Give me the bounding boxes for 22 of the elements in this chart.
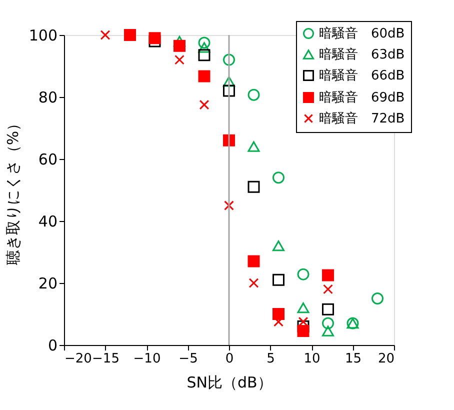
legend-label: 暗騒音 72dB — [319, 112, 405, 126]
y-tick-label: 80 — [38, 88, 58, 106]
x-tick-label: 5 — [266, 352, 275, 366]
x-tick-label: 0 — [225, 352, 234, 366]
x-tick-label: 15 — [344, 352, 362, 366]
y-tick-label: 40 — [38, 212, 58, 230]
x-axis-title: SN比（dB） — [186, 374, 272, 392]
x-tick-label: −10 — [133, 352, 161, 366]
y-tick-label: 60 — [38, 150, 58, 168]
x-tick-label: −5 — [178, 352, 198, 366]
x-tick-label: −20 — [64, 352, 92, 366]
y-tick-label: 20 — [38, 274, 58, 292]
y-tick-label: 100 — [28, 26, 58, 44]
legend-label: 暗騒音 63dB — [319, 48, 405, 62]
x-tick-label: 10 — [304, 352, 320, 366]
legend-label: 暗騒音 66dB — [319, 68, 405, 84]
x-tick-label: 20 — [378, 352, 394, 366]
legend-label: 暗騒音 60dB — [319, 26, 405, 42]
legend-label: 暗騒音 69dB — [319, 90, 405, 106]
y-axis-title: 聴き取りにくさ（%） — [4, 116, 22, 266]
y-tick-label: 0 — [48, 336, 58, 354]
x-tick-label: −15 — [92, 352, 120, 366]
